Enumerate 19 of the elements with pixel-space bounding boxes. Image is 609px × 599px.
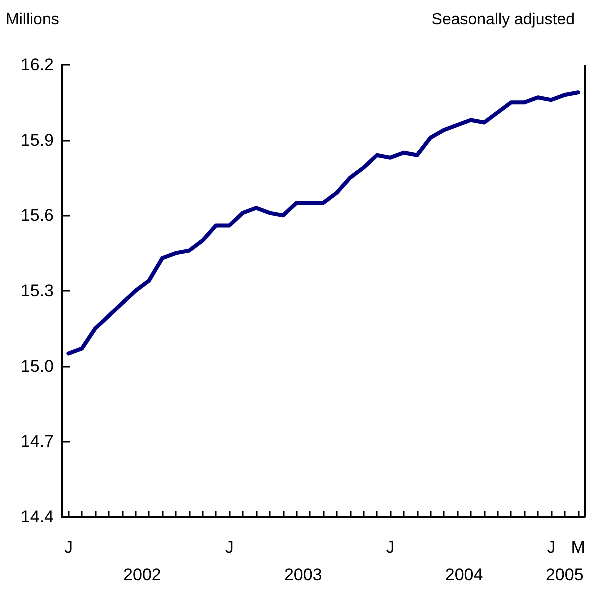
line-series bbox=[66, 90, 580, 356]
x-tick-label: J bbox=[386, 538, 395, 557]
text: 2004 bbox=[445, 566, 484, 584]
y-tick-label: 16.2 bbox=[20, 56, 54, 74]
x-tick-label: M bbox=[571, 538, 586, 557]
y-tick-label: 15.3 bbox=[20, 282, 54, 300]
text: 2003 bbox=[284, 566, 322, 584]
x-tick-label: J bbox=[225, 538, 234, 557]
y-tick-label: 14.4 bbox=[20, 508, 54, 526]
chart-subtitle: Seasonally adjusted bbox=[432, 12, 576, 28]
text: 2005 bbox=[546, 566, 584, 584]
y-tick-label: 14.7 bbox=[20, 432, 54, 452]
x-tick-label: J bbox=[547, 538, 556, 557]
x-tick-label: J bbox=[64, 538, 73, 557]
y-axis-title: Millions bbox=[6, 12, 60, 28]
text: 2002 bbox=[124, 566, 162, 584]
y-tick-label: 15.9 bbox=[20, 130, 54, 150]
y-tick-label: 15.6 bbox=[20, 206, 54, 226]
y-tick-label: 15.0 bbox=[20, 356, 54, 376]
